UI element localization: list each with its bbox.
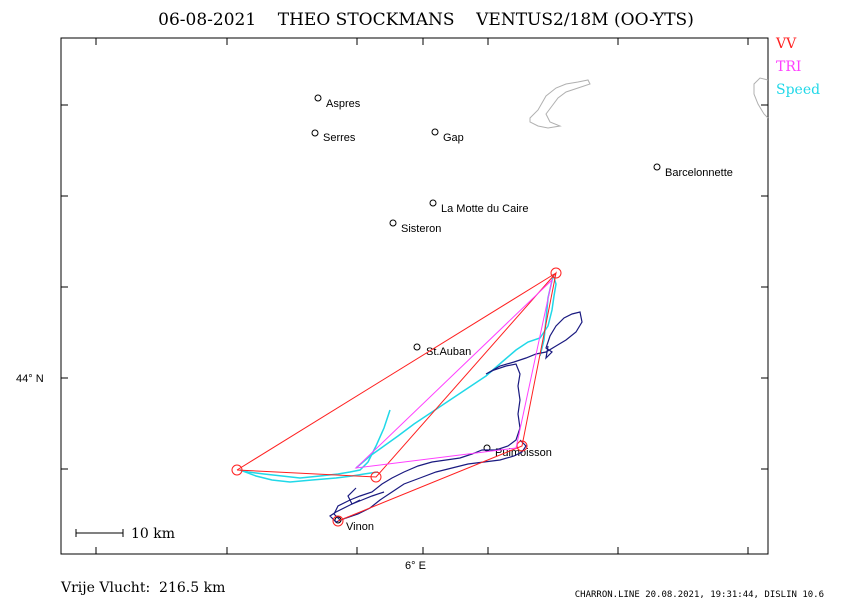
town-label: Sisteron [401, 223, 441, 235]
town-label: Serres [323, 132, 356, 144]
town-label: Vinon [346, 521, 374, 533]
scale-bar-label: 10 km [131, 526, 175, 542]
town-label: St.Auban [426, 346, 471, 358]
lake-edge [753, 77, 769, 119]
scale-bar: 10 km [75, 526, 175, 542]
town-aspres: Aspres [314, 94, 361, 110]
town-label: La Motte du Caire [441, 203, 528, 215]
map-frame [60, 37, 769, 555]
legend-tri: TRI [776, 59, 801, 75]
distance-label: Vrije Vlucht: 216.5 km [60, 580, 225, 596]
town-label: Aspres [326, 98, 361, 110]
tri-lines [354, 278, 553, 469]
latitude-label: 44° N [16, 373, 44, 385]
legend-vv: VV [775, 36, 797, 52]
town-barcelonnette: Barcelonnette [653, 163, 733, 179]
town-la-motte-du-caire: La Motte du Caire [429, 199, 528, 215]
town-serres: Serres [311, 129, 356, 144]
towns: Aspres Serres Gap Barcelonnette La Motte… [311, 94, 733, 533]
town-label: Barcelonnette [665, 167, 733, 179]
vv-lines [231, 267, 562, 527]
legend: VV TRI Speed [775, 36, 820, 98]
town-label: Puimoisson [495, 447, 552, 459]
town-sisteron: Sisteron [389, 219, 441, 235]
credits-label: CHARRON.LINE 20.08.2021, 19:31:44, DISLI… [575, 590, 824, 600]
town-label: Gap [443, 132, 464, 144]
lake-serre-poncon [529, 79, 591, 129]
longitude-label: 6° E [405, 560, 426, 572]
legend-speed: Speed [776, 82, 820, 98]
map-title: 06-08-2021 THEO STOCKMANS VENTUS2/18M (O… [158, 10, 694, 30]
frame-ticks [61, 38, 768, 554]
town-st-auban: St.Auban [413, 343, 471, 358]
town-gap: Gap [431, 128, 464, 144]
flight-track [329, 311, 583, 523]
